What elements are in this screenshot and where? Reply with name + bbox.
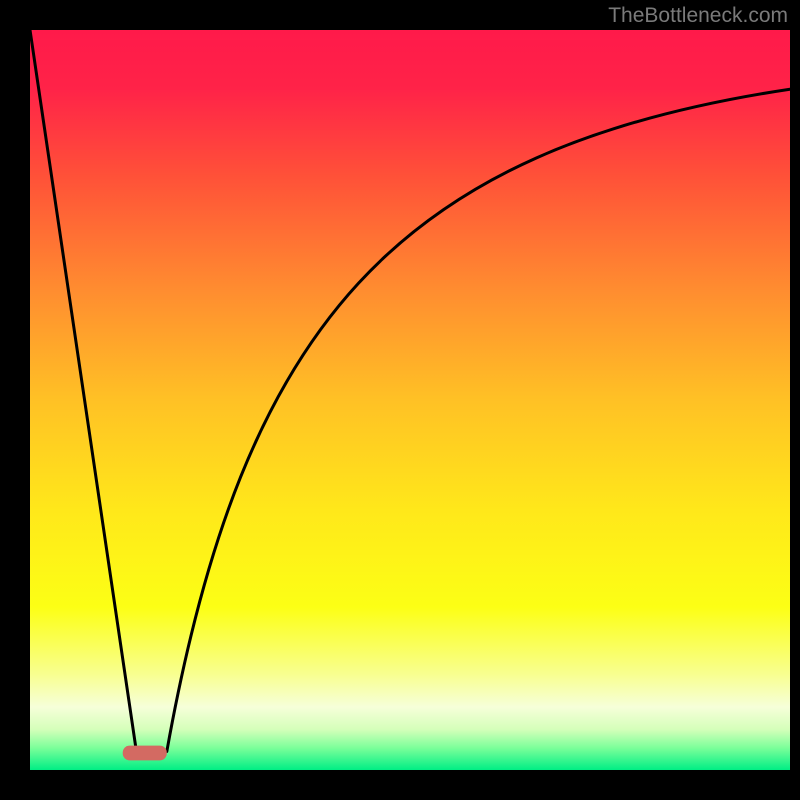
plot-area (30, 30, 790, 770)
chart-svg (30, 30, 790, 770)
chart-container: { "attribution": "TheBottleneck.com", "c… (0, 0, 800, 800)
attribution-text: TheBottleneck.com (608, 4, 788, 28)
valley-marker (123, 746, 167, 761)
